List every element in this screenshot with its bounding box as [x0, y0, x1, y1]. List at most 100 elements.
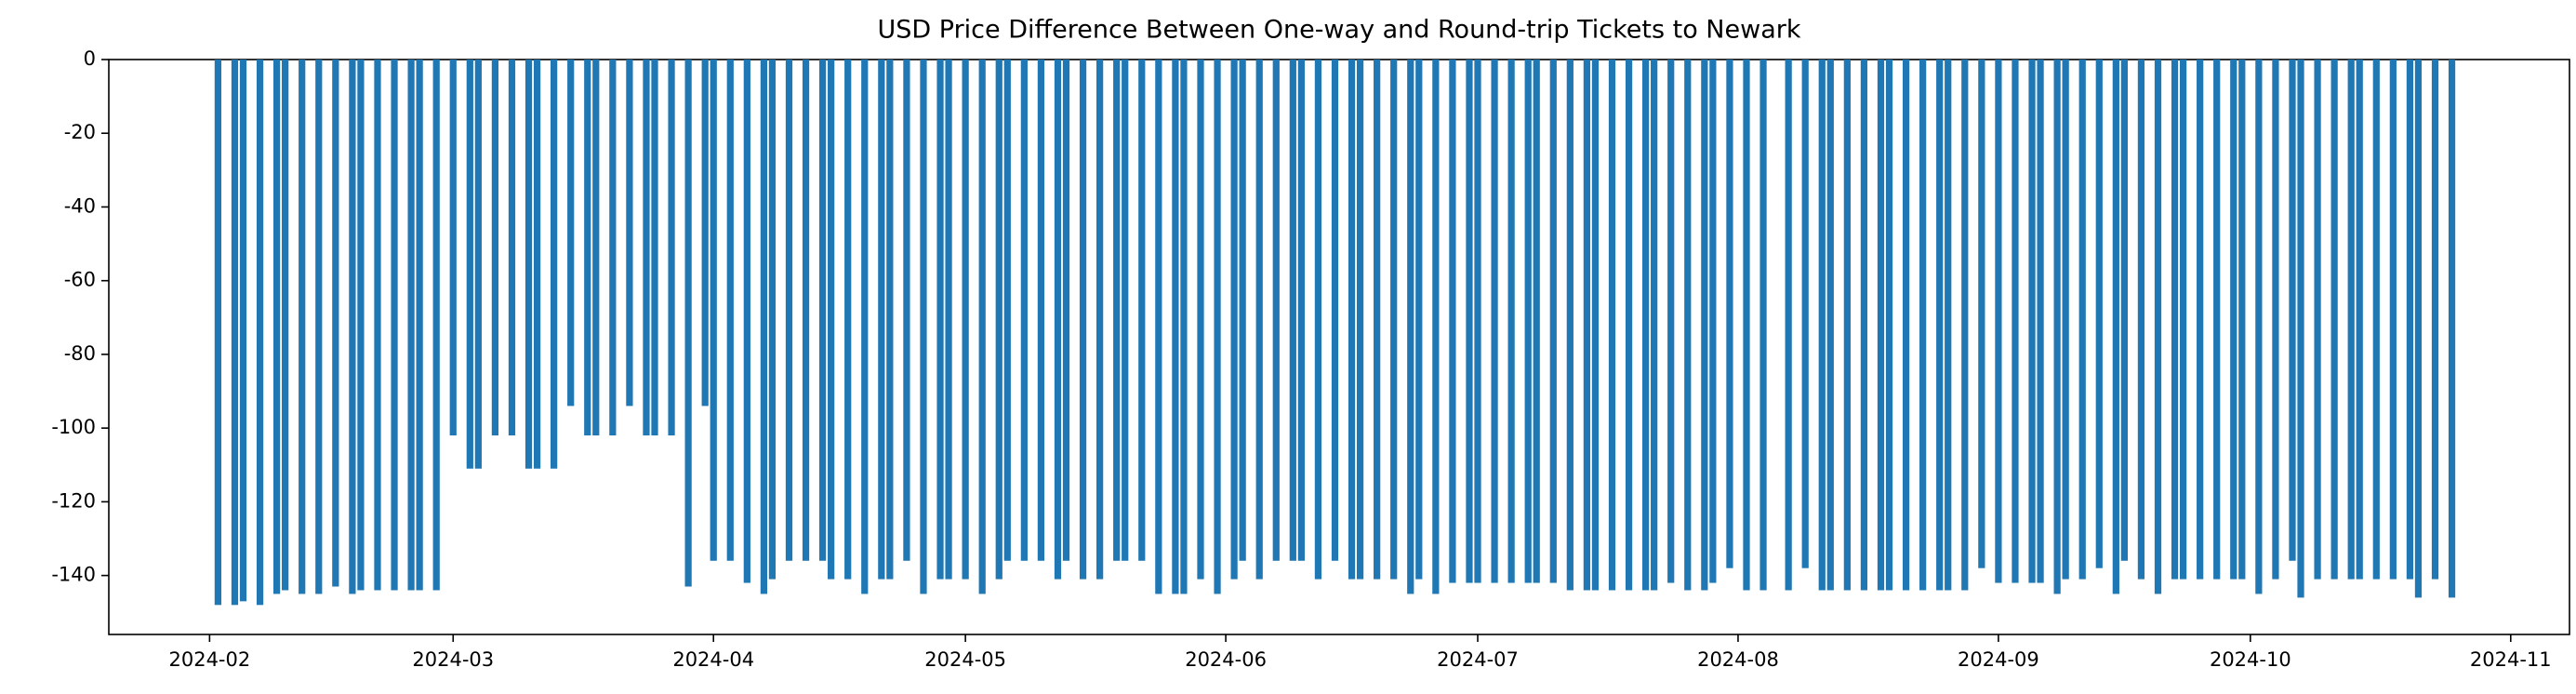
bar	[1743, 60, 1750, 591]
bar	[1684, 60, 1692, 591]
bar	[1062, 60, 1070, 561]
bar	[1003, 60, 1011, 561]
bar	[584, 60, 591, 436]
bar	[239, 60, 247, 602]
bar	[349, 60, 356, 594]
bar	[1289, 60, 1296, 561]
bar	[508, 60, 516, 436]
x-tick-label: 2024-11	[2470, 648, 2552, 671]
bar	[1945, 60, 1952, 591]
x-tick-label: 2024-03	[412, 648, 494, 671]
bar	[214, 60, 222, 606]
bar	[2347, 60, 2355, 580]
bar	[1919, 60, 1927, 591]
bar	[609, 60, 617, 436]
x-tick-label: 2024-07	[1437, 648, 1519, 671]
bar	[282, 60, 289, 591]
bar	[551, 60, 558, 469]
bar	[1096, 60, 1104, 580]
bar	[2062, 60, 2069, 580]
bar	[844, 60, 852, 580]
bar	[1701, 60, 1708, 591]
bar	[2372, 60, 2380, 580]
bar	[1759, 60, 1767, 591]
bar	[828, 60, 835, 580]
x-tick-label: 2024-02	[168, 648, 250, 671]
y-tick-label: -60	[64, 269, 96, 291]
bar	[978, 60, 986, 594]
bar	[1037, 60, 1045, 561]
bar	[903, 60, 910, 561]
bar	[1877, 60, 1885, 591]
bar	[1020, 60, 1028, 561]
bar	[668, 60, 675, 436]
bar	[1625, 60, 1633, 591]
bar	[2406, 60, 2414, 580]
bar	[701, 60, 709, 407]
bar	[1583, 60, 1591, 591]
bar	[1902, 60, 1910, 591]
bar	[2448, 60, 2456, 598]
bar	[1995, 60, 2002, 583]
bar	[1356, 60, 1364, 580]
bar	[1466, 60, 1473, 583]
bar	[785, 60, 793, 561]
bar	[1936, 60, 1944, 591]
bar	[2213, 60, 2221, 580]
bar	[2037, 60, 2044, 583]
bar	[2078, 60, 2086, 580]
bar	[474, 60, 482, 469]
bar	[886, 60, 894, 580]
bar	[726, 60, 734, 561]
bar	[231, 60, 239, 606]
bar	[651, 60, 658, 436]
bar	[2137, 60, 2145, 580]
bar	[2297, 60, 2304, 598]
bar	[2120, 60, 2128, 561]
bar	[256, 60, 264, 606]
bar	[299, 60, 306, 594]
bar	[2028, 60, 2036, 583]
bar	[1390, 60, 1398, 580]
bar	[2230, 60, 2237, 580]
bar	[2389, 60, 2397, 580]
bar	[1826, 60, 1834, 591]
bar	[1297, 60, 1305, 561]
plot-frame	[108, 59, 2570, 635]
bar	[936, 60, 944, 580]
bar	[1449, 60, 1456, 583]
bar	[391, 60, 398, 591]
x-tick-label: 2024-10	[2210, 648, 2291, 671]
bar	[1113, 60, 1121, 561]
bar	[1230, 60, 1238, 580]
bar	[2289, 60, 2296, 561]
bar	[945, 60, 952, 580]
y-tick-label: -20	[64, 121, 96, 143]
y-tick-label: 0	[84, 47, 96, 70]
bar	[2053, 60, 2061, 594]
bar	[1642, 60, 1650, 591]
x-tick-label: 2024-09	[1958, 648, 2039, 671]
bar	[1255, 60, 1263, 580]
x-tick-label: 2024-08	[1697, 648, 1779, 671]
bar	[1818, 60, 1826, 591]
bar	[2112, 60, 2119, 594]
bar	[407, 60, 415, 591]
bar	[1961, 60, 1969, 591]
bar	[273, 60, 281, 594]
bar	[1331, 60, 1339, 561]
y-tick-label: -140	[51, 564, 96, 586]
bar	[2314, 60, 2321, 580]
bar	[1272, 60, 1280, 561]
bar	[1407, 60, 1414, 594]
bar	[1608, 60, 1616, 591]
bar	[1709, 60, 1717, 583]
bar	[2255, 60, 2263, 594]
bar	[449, 60, 457, 436]
bar	[2431, 60, 2439, 580]
bar	[1566, 60, 1573, 591]
bar	[643, 60, 650, 436]
bar	[743, 60, 750, 583]
bar	[1533, 60, 1540, 583]
